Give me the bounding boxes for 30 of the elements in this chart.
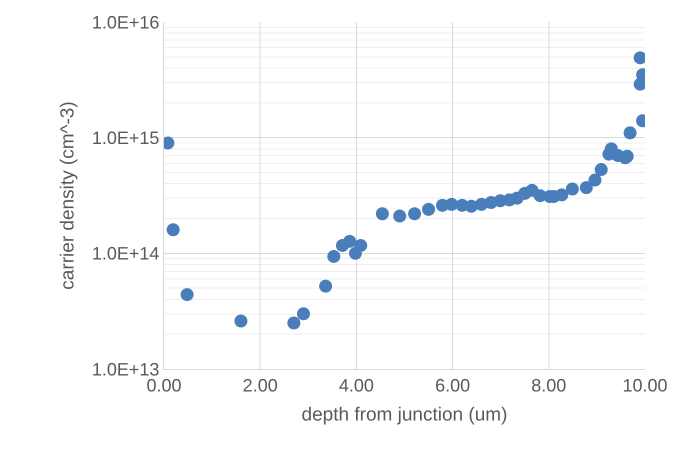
point — [408, 207, 422, 220]
point — [445, 198, 458, 211]
point — [422, 202, 436, 216]
x-tick-label: 4.00 — [338, 376, 374, 396]
point — [566, 182, 579, 196]
point — [376, 207, 389, 220]
point — [287, 316, 300, 330]
point — [594, 163, 608, 176]
point — [393, 210, 406, 223]
point — [343, 234, 356, 248]
point — [327, 250, 340, 263]
y-tick-label: 1.0E+15 — [92, 128, 160, 148]
point — [234, 314, 248, 328]
point — [180, 288, 194, 302]
x-tick-label: 2.00 — [242, 376, 278, 396]
point — [624, 126, 637, 140]
y-axis-title: carrier density (cm^-3) — [58, 101, 79, 290]
x-axis-title: depth from junction (um) — [302, 404, 508, 426]
point — [166, 223, 180, 236]
point — [319, 280, 332, 293]
point — [588, 174, 602, 187]
x-tick-label: 10.00 — [622, 376, 668, 396]
point — [354, 238, 368, 252]
y-tick-label: 1.0E+14 — [92, 244, 160, 264]
y-tick-label: 1.0E+16 — [92, 12, 160, 32]
x-tick-label: 8.00 — [531, 376, 566, 396]
point — [580, 181, 593, 194]
point — [555, 188, 568, 202]
point — [296, 307, 310, 320]
x-tick-label: 6.00 — [435, 376, 470, 396]
